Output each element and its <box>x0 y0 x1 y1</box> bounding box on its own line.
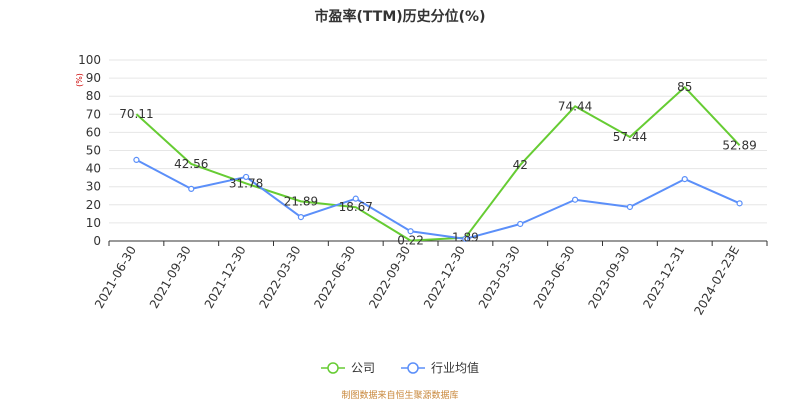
data-label: 18.67 <box>339 200 373 214</box>
y-tick-label: 20 <box>86 198 101 212</box>
data-label: 74.44 <box>558 99 592 113</box>
data-label: 0.22 <box>397 234 424 248</box>
legend-industry-label: 行业均值 <box>431 361 480 375</box>
data-label-layer: 70.11 42.56 31.78 21.89 18.67 0.22 1.89 42 74.44… <box>119 80 757 247</box>
legend-industry-swatch-icon <box>401 361 425 374</box>
data-label: 1.89 <box>452 231 479 245</box>
legend-company-label: 公司 <box>350 361 375 375</box>
axis-layer: 0 10 20 30 40 50 60 70 80 90 100 2021-06-30 2021-09-… <box>78 53 768 318</box>
x-tick-label: 2022-12-30 <box>421 243 468 310</box>
source-note: 制图数据来自恒生聚源数据库 <box>341 391 459 401</box>
data-point <box>188 185 195 192</box>
y-tick-label: 50 <box>86 144 101 158</box>
x-tick-label: 2021-12-30 <box>202 243 249 310</box>
data-point <box>626 203 634 211</box>
data-label: 21.89 <box>284 194 318 208</box>
data-point <box>297 214 305 221</box>
y-tick-label: 80 <box>86 89 101 103</box>
x-tick-label: 2022-06-30 <box>311 244 358 311</box>
data-label: 85 <box>677 80 692 94</box>
data-point <box>736 200 743 207</box>
series-line-industry <box>135 159 740 240</box>
x-tick-label: 2022-09-30 <box>366 244 413 311</box>
y-tick-label: 70 <box>86 107 101 121</box>
y-unit-label: (%) <box>75 73 84 87</box>
y-tick-label: 10 <box>86 216 101 230</box>
x-tick-label: 2021-09-30 <box>147 244 194 311</box>
data-point <box>681 175 688 183</box>
data-point <box>242 173 250 181</box>
data-label: 52.89 <box>722 138 756 152</box>
x-tick-label: 2023-06-30 <box>531 244 578 311</box>
x-tick-label: 2023-12-31 <box>640 244 687 311</box>
series-layer <box>133 86 743 242</box>
y-tick-label: 60 <box>86 125 101 139</box>
y-tick-label: 30 <box>86 180 101 194</box>
data-point <box>352 195 359 202</box>
series-line-company <box>135 86 741 242</box>
y-tick-label: 0 <box>93 234 101 248</box>
data-point <box>517 220 524 228</box>
x-tick-label: 2023-03-30 <box>476 244 523 311</box>
data-point <box>462 235 469 242</box>
y-tick-label: 90 <box>86 71 101 85</box>
grid-layer <box>109 59 767 224</box>
x-tick-label: 2021-06-30 <box>92 244 139 311</box>
x-tick-label: 2023-09-30 <box>586 244 633 311</box>
x-tick-label: 2022-03-30 <box>257 244 304 311</box>
y-tick-label: 100 <box>78 53 101 67</box>
data-point <box>133 156 140 164</box>
x-tick-label: 2024-02-23E <box>691 244 742 318</box>
y-tick-label: 40 <box>86 162 101 176</box>
data-label: 57.44 <box>613 130 647 144</box>
legend-company-swatch-icon <box>320 361 345 374</box>
data-point <box>571 196 579 203</box>
data-point <box>407 228 414 235</box>
data-label: 31.78 <box>229 176 263 190</box>
legend: 公司 行业均值 <box>0 359 800 376</box>
data-label: 42 <box>513 158 528 172</box>
legend-item-company[interactable]: 公司 <box>320 359 375 376</box>
legend-item-industry[interactable]: 行业均值 <box>401 359 479 376</box>
data-label: 70.11 <box>119 107 153 121</box>
data-label: 42.56 <box>174 157 208 171</box>
chart-title: 市盈率(TTM)历史分位(%) <box>314 9 486 25</box>
